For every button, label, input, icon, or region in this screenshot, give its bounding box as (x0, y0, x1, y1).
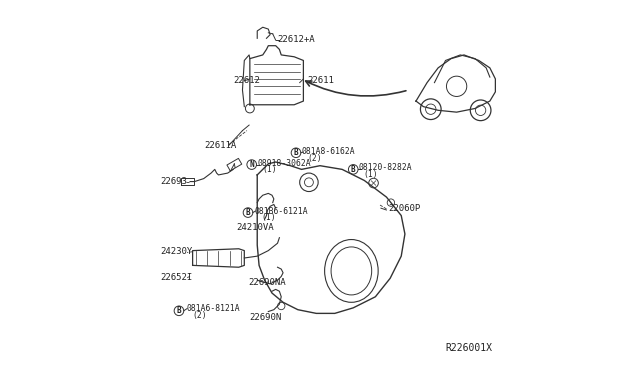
Text: B: B (351, 165, 356, 174)
Text: 24230Y: 24230Y (161, 247, 193, 256)
Text: (1): (1) (364, 170, 378, 179)
Text: 22611: 22611 (307, 76, 334, 84)
Text: 22690N: 22690N (249, 313, 282, 322)
Text: B: B (294, 148, 298, 157)
Text: 08120-8282A: 08120-8282A (359, 163, 412, 172)
Text: (1): (1) (263, 165, 277, 174)
Text: R226001X: R226001X (445, 343, 493, 353)
Text: (1): (1) (261, 213, 276, 222)
Text: 22690NA: 22690NA (248, 278, 285, 287)
Text: 081B6-6121A: 081B6-6121A (254, 206, 308, 216)
Text: 22693: 22693 (161, 177, 188, 186)
Text: B: B (246, 208, 250, 217)
Text: N: N (250, 160, 254, 169)
Text: B: B (177, 306, 181, 315)
Text: 22060P: 22060P (388, 204, 420, 214)
Text: 22652I: 22652I (161, 273, 193, 282)
Text: 24210VA: 24210VA (236, 223, 273, 232)
Text: 22611A: 22611A (205, 141, 237, 150)
Text: 08918-3062A: 08918-3062A (257, 158, 311, 168)
Text: 22612+A: 22612+A (278, 35, 315, 44)
Text: 081A6-8121A: 081A6-8121A (186, 304, 240, 313)
Text: (2): (2) (193, 311, 207, 320)
Text: (2): (2) (307, 154, 322, 163)
Text: 081A8-6162A: 081A8-6162A (301, 147, 355, 156)
Text: 22612: 22612 (233, 76, 260, 84)
